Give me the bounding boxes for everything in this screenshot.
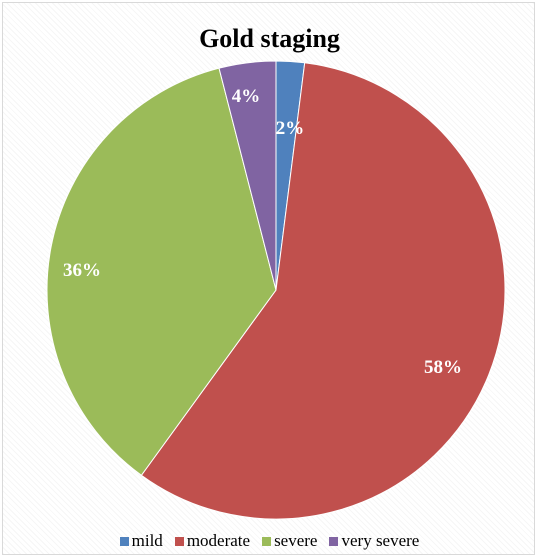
legend-swatch-moderate <box>174 536 184 546</box>
legend-label-severe: severe <box>274 531 318 550</box>
legend-swatch-severe <box>262 536 272 546</box>
pie-slice-moderate <box>140 62 506 520</box>
legend: mild moderate severe very severe <box>0 531 539 551</box>
legend-label-very-severe: very severe <box>341 531 420 550</box>
data-label-moderate: 58% <box>424 357 462 378</box>
legend-label-mild: mild <box>131 531 163 550</box>
pie-slice-severe <box>46 67 277 476</box>
data-label-severe: 36% <box>63 260 101 281</box>
pie-slice-very-severe <box>218 60 277 291</box>
legend-label-moderate: moderate <box>186 531 251 550</box>
legend-swatch-very-severe <box>329 536 339 546</box>
chart-title: Gold staging <box>199 24 340 53</box>
legend-item-moderate: moderate <box>174 531 251 551</box>
legend-item-mild: mild <box>119 531 163 551</box>
legend-item-very-severe: very severe <box>329 531 419 551</box>
legend-swatch-mild <box>119 536 129 546</box>
data-label-mild: 2% <box>276 118 305 139</box>
data-label-very-severe: 4% <box>232 86 261 107</box>
legend-item-severe: severe <box>262 531 317 551</box>
